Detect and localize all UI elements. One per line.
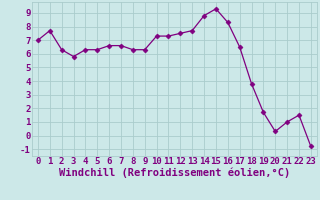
X-axis label: Windchill (Refroidissement éolien,°C): Windchill (Refroidissement éolien,°C)	[59, 168, 290, 178]
